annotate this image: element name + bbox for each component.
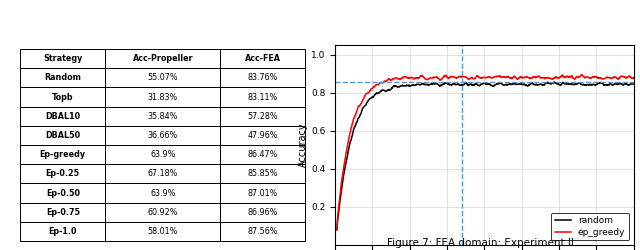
Text: 83.11%: 83.11% [248,92,278,102]
Bar [220,222,305,241]
random [550,80,558,84]
Text: 83.76%: 83.76% [248,73,278,82]
ep_greedy [349,118,357,121]
Bar [20,88,106,106]
ep_greedy [522,76,529,79]
Bar [106,106,220,126]
Bar [20,184,106,203]
Text: 31.83%: 31.83% [148,92,178,102]
Text: Topb: Topb [52,92,74,102]
ep_greedy [630,76,637,80]
random [513,83,520,86]
ep_greedy [557,75,565,78]
Text: 60.92%: 60.92% [148,208,178,217]
ep_greedy [589,76,596,79]
Text: 67.18%: 67.18% [148,169,178,178]
Bar [20,202,106,222]
random [332,228,339,231]
Line: random: random [335,82,634,230]
Bar [220,145,305,164]
ep_greedy [504,75,512,78]
Bar [220,88,305,106]
Text: Acc-Propeller: Acc-Propeller [132,54,193,63]
Bar [220,68,305,87]
Bar [20,68,106,87]
Legend: random, ep_greedy: random, ep_greedy [551,212,629,240]
Text: 47.96%: 47.96% [248,131,278,140]
Bar [106,49,220,68]
Text: 36.66%: 36.66% [148,131,178,140]
Line: ep_greedy: ep_greedy [335,75,634,230]
Bar [220,202,305,222]
Text: Random: Random [44,73,81,82]
Text: 57.28%: 57.28% [248,112,278,121]
Text: Strategy: Strategy [43,54,83,63]
Bar [20,106,106,126]
ep_greedy [513,76,520,79]
Bar [106,202,220,222]
Text: 35.84%: 35.84% [148,112,178,121]
Text: 86.47%: 86.47% [248,150,278,159]
Bar [220,126,305,145]
random [522,84,529,86]
random [349,129,357,132]
Text: 85.85%: 85.85% [248,169,278,178]
Text: 87.01%: 87.01% [248,188,278,198]
Bar [106,145,220,164]
Text: 86.96%: 86.96% [248,208,278,217]
Text: 58.01%: 58.01% [148,227,178,236]
Bar [20,145,106,164]
Text: Ep-0.75: Ep-0.75 [46,208,80,217]
Bar [106,68,220,87]
Text: Ep-greedy: Ep-greedy [40,150,86,159]
random [504,83,512,86]
Text: 55.07%: 55.07% [147,73,178,82]
Bar [20,222,106,241]
Text: DBAL50: DBAL50 [45,131,81,140]
ep_greedy [332,228,339,231]
Text: Ep-0.50: Ep-0.50 [46,188,80,198]
ep_greedy [578,73,586,76]
Bar [220,106,305,126]
Bar [220,49,305,68]
Text: 87.56%: 87.56% [248,227,278,236]
Text: Ep-1.0: Ep-1.0 [49,227,77,236]
Text: 63.9%: 63.9% [150,150,175,159]
Text: Acc-FEA: Acc-FEA [244,54,281,63]
Bar [220,184,305,203]
Bar [106,126,220,145]
Bar [106,184,220,203]
random [558,82,566,85]
Bar [20,164,106,184]
Bar [220,164,305,184]
Y-axis label: Accuracy: Accuracy [298,123,308,167]
Text: DBAL10: DBAL10 [45,112,81,121]
Bar [106,164,220,184]
Text: Figure 7: FEA domain: Experiment II: Figure 7: FEA domain: Experiment II [387,238,573,248]
Bar [20,126,106,145]
Text: Ep-0.25: Ep-0.25 [45,169,80,178]
random [589,83,596,86]
Bar [106,222,220,241]
Bar [106,88,220,106]
random [630,82,637,86]
Bar [20,49,106,68]
Text: 63.9%: 63.9% [150,188,175,198]
